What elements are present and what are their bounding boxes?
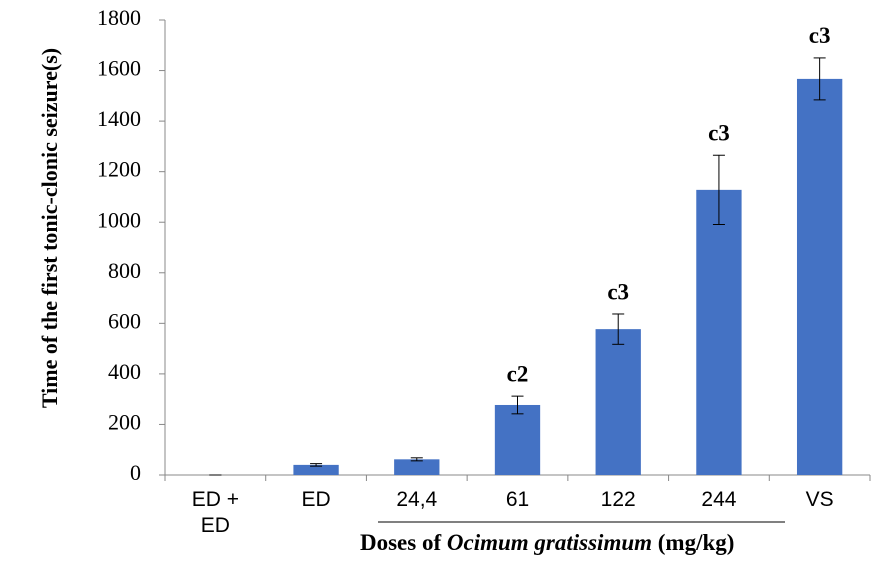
y-tick-label: 800 [108, 258, 141, 283]
y-tick-label: 400 [108, 359, 141, 384]
y-tick-label: 1800 [97, 5, 141, 30]
bar [595, 329, 641, 475]
annotation: c3 [809, 23, 831, 48]
annotation: c3 [607, 279, 629, 304]
x-label-part: Ocimum gratissimum [446, 530, 653, 555]
bar [394, 459, 440, 475]
bar [796, 78, 843, 476]
y-tick-label: 600 [108, 308, 141, 333]
y-tick-label: 0 [130, 460, 141, 485]
x-tick-label: ED + ED [191, 488, 239, 537]
x-tick-label: 61 [505, 488, 530, 511]
x-label-part: Doses of [360, 530, 447, 555]
x-tick-label: 244 [701, 488, 737, 511]
annotation: c2 [507, 361, 529, 386]
y-tick-label: 1000 [97, 207, 141, 232]
x-axis-label: Doses of Ocimum gratissimum (mg/kg) [360, 530, 734, 556]
y-tick-label: 1400 [97, 106, 141, 131]
x-label-part: (mg/kg) [652, 530, 735, 555]
y-tick-label: 1600 [97, 56, 141, 81]
y-axis-label: Time of the first tonic-clonic seizure(s… [37, 47, 62, 409]
y-tick-label: 1200 [97, 157, 141, 182]
bar [494, 404, 541, 475]
annotation: c3 [708, 121, 730, 146]
x-tick-label: ED [301, 488, 331, 511]
bar [293, 464, 339, 475]
x-tick-label: 122 [600, 488, 636, 511]
y-tick-label: 200 [108, 409, 141, 434]
x-tick-label: VS [805, 488, 834, 511]
x-tick-label: 24,4 [396, 488, 438, 511]
bar [696, 189, 742, 475]
